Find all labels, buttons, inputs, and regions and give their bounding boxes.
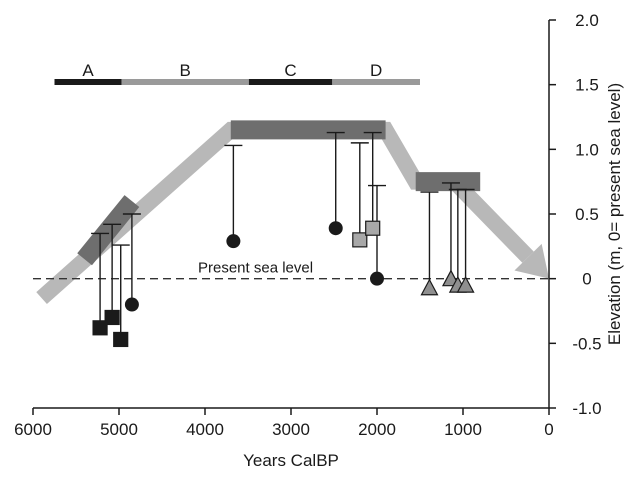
x-tick-label-1000: 1000 <box>444 420 482 439</box>
triangle-marker-10 <box>420 278 439 296</box>
square-marker-8 <box>352 232 368 248</box>
y-axis-title: Elevation (m, 0= present sea level) <box>605 83 624 345</box>
x-axis-title: Years CalBP <box>243 451 339 470</box>
period-label-b: B <box>180 61 191 80</box>
y-tick-label-1.5: 1.5 <box>575 76 599 95</box>
period-label-c: C <box>284 61 296 80</box>
trend-band <box>36 121 534 305</box>
circle-marker-7 <box>370 271 384 286</box>
y-tick-label-0.5: 0.5 <box>575 205 599 224</box>
axes-layer: Years CalBP Elevation (m, 0= present sea… <box>14 11 624 470</box>
period-label-a: A <box>82 61 94 80</box>
y-tick-label-0: 0 <box>582 270 591 289</box>
square-marker-1 <box>92 320 108 336</box>
circle-marker-5 <box>226 234 241 249</box>
y-tick-label--1: -1.0 <box>572 399 601 418</box>
square-marker-3 <box>113 331 129 348</box>
y-tick-label-1: 1.0 <box>575 140 599 159</box>
data-points-layer <box>91 131 475 348</box>
x-tick-label-0: 0 <box>544 420 553 439</box>
x-tick-label-2000: 2000 <box>358 420 396 439</box>
trend-dark-segment-1 <box>77 195 140 266</box>
present-sea-level-label: Present sea level <box>198 260 313 277</box>
x-tick-label-3000: 3000 <box>272 420 310 439</box>
y-tick-label-2: 2.0 <box>575 11 599 30</box>
circle-marker-4 <box>124 297 139 312</box>
x-tick-label-5000: 5000 <box>100 420 138 439</box>
square-marker-2 <box>104 309 120 326</box>
triangle-marker-13 <box>456 275 475 293</box>
x-tick-label-6000: 6000 <box>14 420 52 439</box>
square-marker-9 <box>365 220 381 236</box>
circle-marker-6 <box>328 221 343 236</box>
period-label-d: D <box>370 61 382 80</box>
period-bars-layer: A B C D <box>54 61 420 85</box>
trend-arrow-head <box>514 243 549 279</box>
x-tick-label-4000: 4000 <box>186 420 224 439</box>
y-tick-label--0.5: -0.5 <box>572 334 601 353</box>
reference-line-layer: Present sea level <box>33 260 549 280</box>
trend-band-layer <box>36 120 549 305</box>
